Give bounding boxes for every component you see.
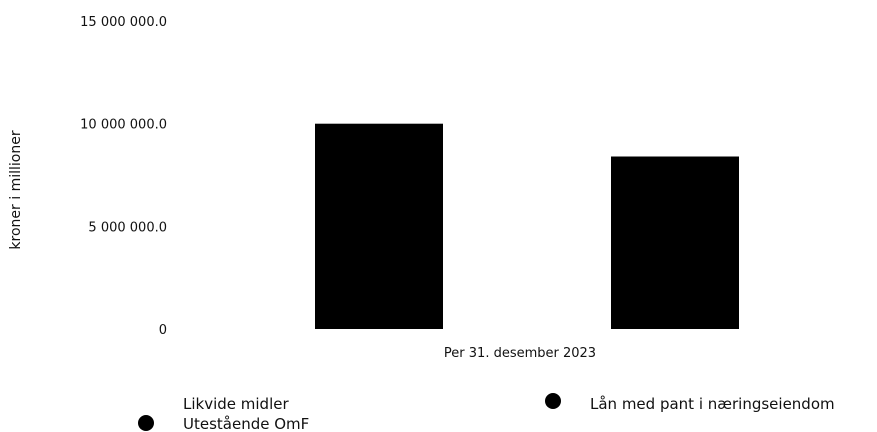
legend-marker-utestaende-omf xyxy=(138,415,154,431)
bar-utest-ende-omf xyxy=(611,156,739,329)
legend-label-likvide-midler: Likvide midler xyxy=(183,395,289,413)
y-axis-ticks: 0 5 000 000.0 10 000 000.0 15 000 000.0 xyxy=(80,15,167,338)
legend-marker-lan-med-pant xyxy=(545,393,561,409)
bar-l-n-med-pant-i-n-ringseiendom xyxy=(315,123,443,329)
legend-label-utestaende-omf: Utestående OmF xyxy=(183,415,309,432)
y-tick-label: 10 000 000.0 xyxy=(80,118,167,133)
bars xyxy=(315,123,739,329)
legend-label-lan-med-pant: Lån med pant i næringseiendom xyxy=(590,395,835,413)
y-tick-label: 15 000 000.0 xyxy=(80,15,167,30)
y-axis-title: kroner i millioner xyxy=(8,130,24,249)
y-tick-label: 0 xyxy=(159,323,167,338)
y-tick-label: 5 000 000.0 xyxy=(88,220,167,235)
legend: Likvide midler Utestående OmF Lån med pa… xyxy=(138,393,835,432)
x-axis-label: Per 31. desember 2023 xyxy=(444,346,596,361)
